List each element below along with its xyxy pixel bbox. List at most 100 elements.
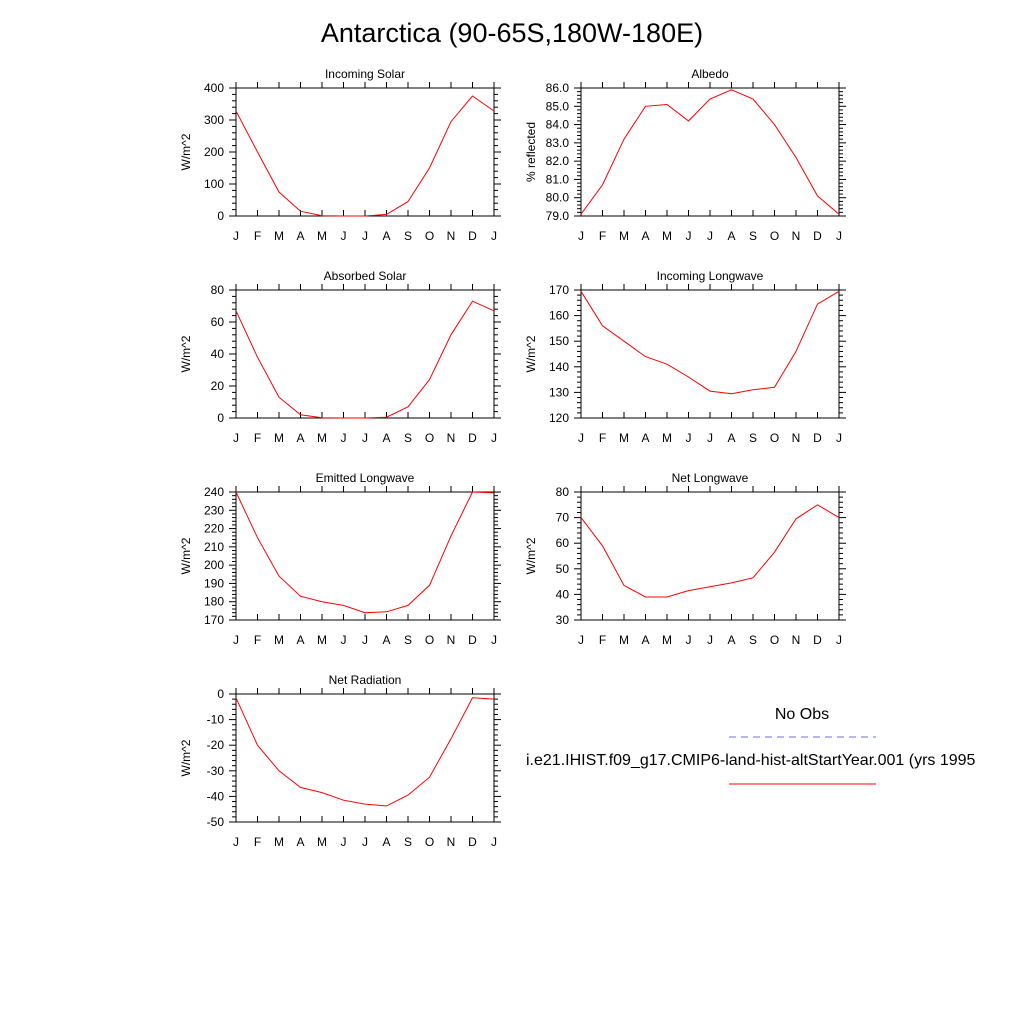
y-tick-label: 79.0 (546, 209, 570, 223)
legend-obs-label: No Obs (774, 706, 830, 723)
x-tick-label: J (341, 229, 347, 243)
x-tick-label: J (686, 229, 692, 243)
x-tick-label: O (770, 229, 779, 243)
y-axis-label: W/m^2 (179, 133, 193, 170)
series-line (235, 697, 495, 807)
y-axis-label: W/m^2 (524, 537, 538, 574)
x-tick-label: A (641, 633, 649, 647)
y-tick-label: 170 (204, 613, 224, 627)
x-tick-label: S (749, 633, 757, 647)
plot-frame (235, 491, 495, 621)
x-tick-label: J (836, 431, 842, 445)
x-tick-label: S (404, 835, 412, 849)
x-tick-label: J (233, 835, 239, 849)
y-tick-label: 81.0 (546, 172, 570, 186)
y-tick-label: 220 (204, 522, 224, 536)
x-tick-label: J (836, 633, 842, 647)
y-tick-label: 80 (556, 485, 570, 499)
x-tick-label: M (274, 229, 284, 243)
y-axis-label: % reflected (524, 122, 538, 182)
y-tick-label: 60 (211, 315, 225, 329)
y-axis-label: W/m^2 (179, 739, 193, 776)
x-tick-label: F (599, 229, 606, 243)
x-tick-label: A (296, 835, 304, 849)
x-tick-label: M (317, 633, 327, 647)
y-tick-label: 20 (211, 379, 225, 393)
x-tick-label: A (296, 229, 304, 243)
panel-title: Net Longwave (672, 471, 749, 485)
panel-title: Incoming Longwave (657, 269, 764, 283)
x-tick-label: O (770, 633, 779, 647)
x-tick-label: M (662, 229, 672, 243)
x-tick-label: J (707, 229, 713, 243)
y-tick-label: 70 (556, 511, 570, 525)
y-tick-label: -20 (207, 738, 225, 752)
y-tick-label: 83.0 (546, 136, 570, 150)
x-tick-label: M (662, 431, 672, 445)
y-tick-label: 190 (204, 576, 224, 590)
x-tick-label: O (425, 633, 434, 647)
x-tick-label: J (836, 229, 842, 243)
x-tick-label: A (382, 431, 390, 445)
y-tick-label: 120 (549, 411, 569, 425)
x-tick-label: A (296, 431, 304, 445)
y-axis-label: W/m^2 (524, 335, 538, 372)
plot-frame (235, 693, 495, 823)
y-tick-label: -10 (207, 713, 225, 727)
x-tick-label: M (662, 633, 672, 647)
x-tick-label: D (813, 229, 822, 243)
x-tick-label: A (727, 431, 735, 445)
series-line (235, 491, 495, 614)
x-tick-label: N (447, 431, 456, 445)
x-tick-label: M (619, 431, 629, 445)
y-tick-label: -40 (207, 789, 225, 803)
x-tick-label: O (425, 229, 434, 243)
x-tick-label: A (382, 633, 390, 647)
series-line (235, 300, 495, 419)
x-tick-label: A (727, 229, 735, 243)
x-tick-label: D (468, 633, 477, 647)
y-tick-label: 85.0 (546, 99, 570, 113)
y-tick-label: 200 (204, 145, 224, 159)
x-tick-label: M (619, 229, 629, 243)
x-tick-label: J (233, 633, 239, 647)
x-tick-label: O (425, 835, 434, 849)
figure-title: Antarctica (90-65S,180W-180E) (320, 18, 704, 48)
panel-title: Absorbed Solar (324, 269, 407, 283)
x-tick-label: S (404, 431, 412, 445)
panel-title: Emitted Longwave (316, 471, 415, 485)
x-tick-label: N (447, 229, 456, 243)
series-line (580, 89, 840, 215)
y-tick-label: -30 (207, 764, 225, 778)
x-tick-label: F (254, 431, 261, 445)
x-tick-label: N (792, 431, 801, 445)
x-tick-label: J (341, 633, 347, 647)
x-tick-label: M (317, 431, 327, 445)
x-tick-label: D (813, 633, 822, 647)
y-tick-label: 230 (204, 503, 224, 517)
plot-frame (235, 87, 495, 217)
y-tick-label: 400 (204, 81, 224, 95)
x-tick-label: J (578, 431, 584, 445)
y-tick-label: 240 (204, 485, 224, 499)
x-tick-label: O (770, 431, 779, 445)
y-tick-label: 140 (549, 360, 569, 374)
legend-model-label: i.e21.IHIST.f09_g17.CMIP6-land-hist-altS… (526, 752, 976, 769)
x-tick-label: J (341, 835, 347, 849)
y-tick-label: 170 (549, 283, 569, 297)
x-tick-label: S (404, 229, 412, 243)
x-tick-label: J (578, 633, 584, 647)
y-tick-label: 200 (204, 558, 224, 572)
x-tick-label: J (362, 229, 368, 243)
y-axis-label: W/m^2 (179, 335, 193, 372)
x-tick-label: F (599, 633, 606, 647)
y-tick-label: 82.0 (546, 154, 570, 168)
x-tick-label: J (578, 229, 584, 243)
y-tick-label: 80 (211, 283, 225, 297)
x-tick-label: M (274, 633, 284, 647)
panel-title: Incoming Solar (325, 67, 405, 81)
y-tick-label: -50 (207, 815, 225, 829)
x-tick-label: A (641, 431, 649, 445)
x-tick-label: J (707, 431, 713, 445)
